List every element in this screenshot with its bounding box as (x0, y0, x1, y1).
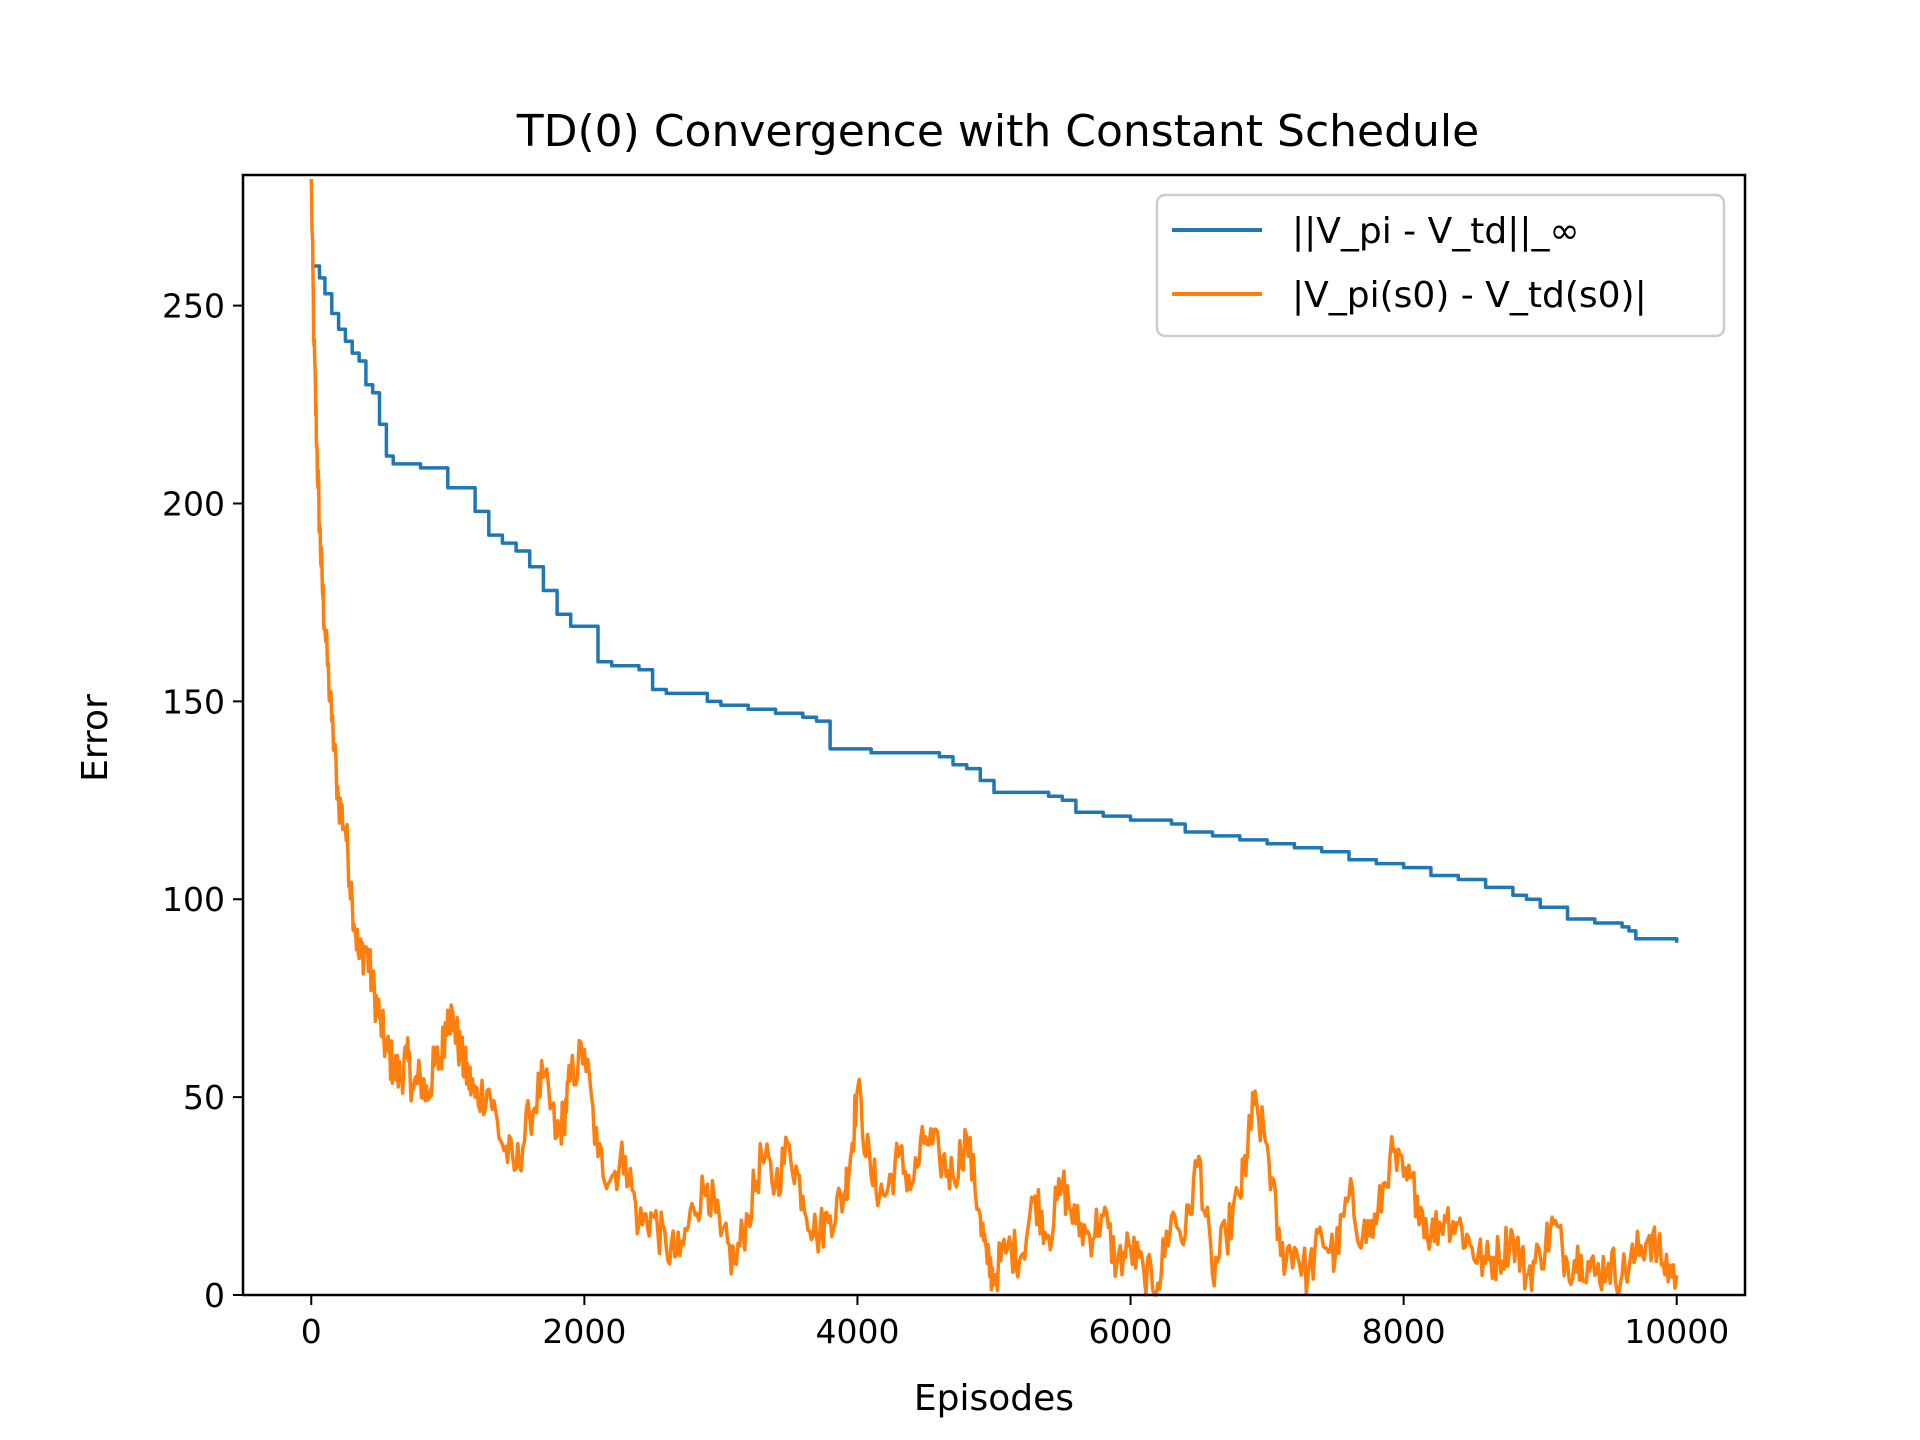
y-tick-label-5: 250 (162, 287, 225, 326)
x-tick-label-5: 10000 (1624, 1312, 1729, 1351)
legend-label-series-1: ||V_pi - V_td||_∞ (1292, 211, 1579, 252)
plot-area-frame (241, 173, 1747, 1297)
series-layer (309, 178, 1679, 1297)
x-tick-label-0: 0 (301, 1312, 322, 1351)
legend-label-series-2: |V_pi(s0) - V_td(s0)| (1292, 275, 1647, 316)
x-axis-label: Episodes (914, 1378, 1074, 1419)
series-line-2 (309, 178, 1679, 1297)
series-line-1 (311, 264, 1679, 943)
y-tick-label-1: 50 (183, 1078, 225, 1117)
x-tick-label-3: 6000 (1089, 1312, 1173, 1351)
x-axis-ticks: 0 2000 4000 6000 8000 10000 (301, 1295, 1729, 1351)
legend-box (1155, 193, 1726, 338)
y-tick-label-3: 150 (162, 682, 225, 721)
x-tick-label-1: 2000 (542, 1312, 626, 1351)
y-axis-label: Error (75, 694, 116, 782)
y-tick-label-0: 0 (204, 1276, 225, 1315)
y-axis-ticks: 0 50 100 150 200 250 (162, 287, 243, 1315)
x-tick-label-4: 8000 (1362, 1312, 1446, 1351)
legend: ||V_pi - V_td||_∞ |V_pi(s0) - V_td(s0)| (1155, 193, 1726, 338)
y-tick-label-4: 200 (162, 484, 225, 523)
y-tick-label-2: 100 (162, 880, 225, 919)
x-tick-label-2: 4000 (815, 1312, 899, 1351)
chart-title: TD(0) Convergence with Constant Schedule (516, 106, 1479, 157)
